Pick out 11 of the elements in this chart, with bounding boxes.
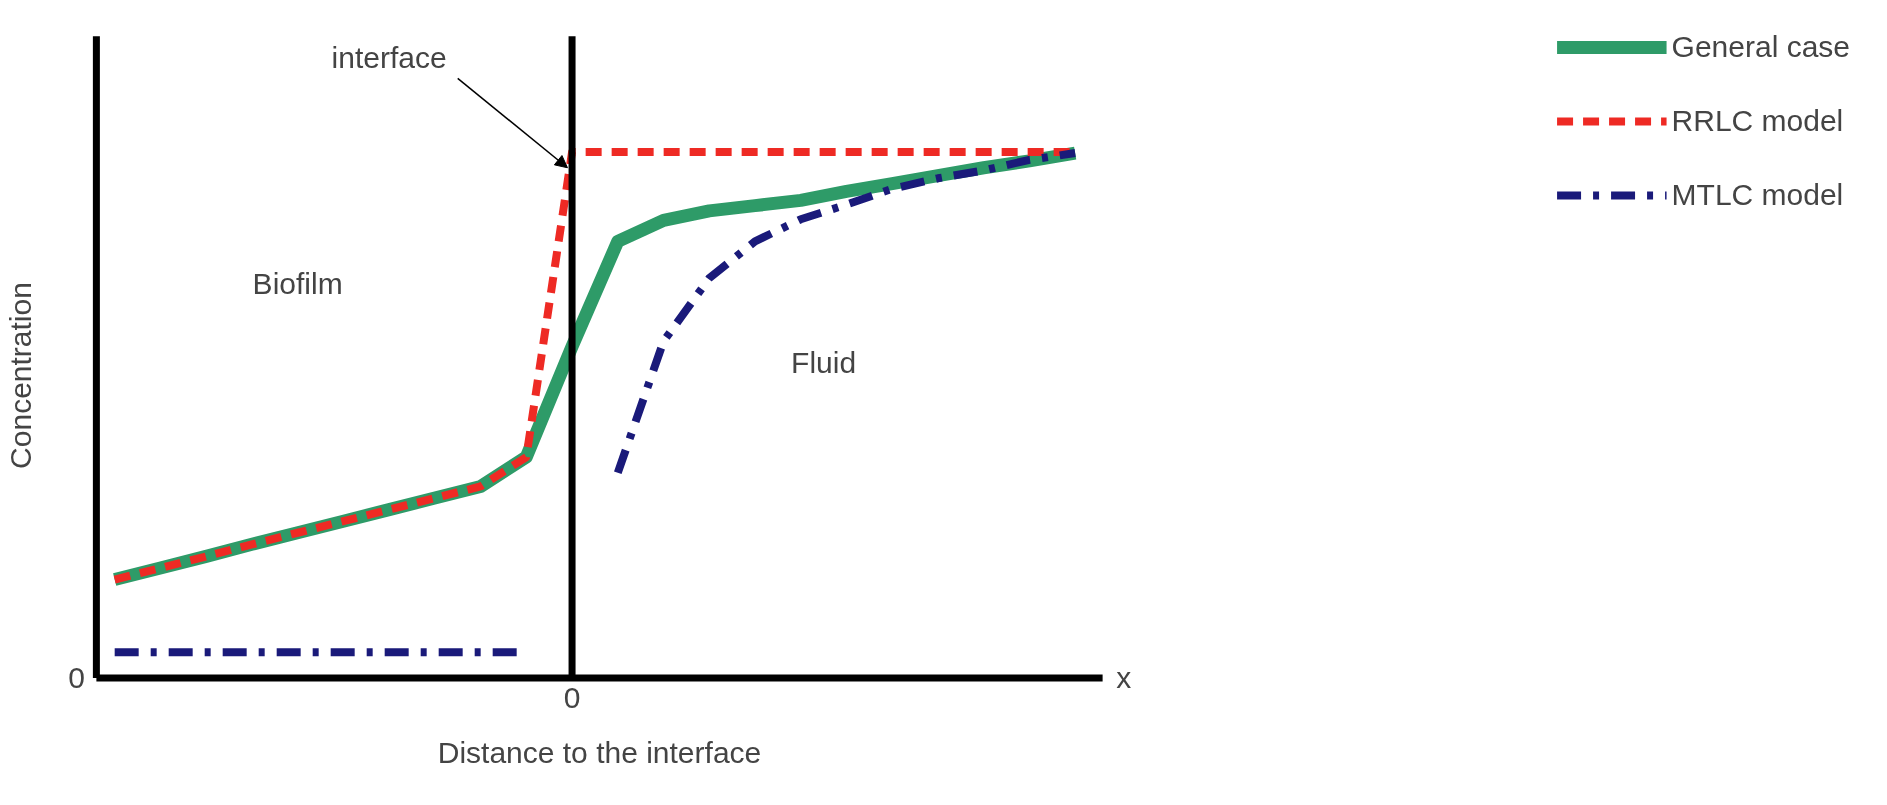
annotation: Fluid bbox=[791, 345, 857, 379]
legend-label: MTLC model bbox=[1671, 178, 1844, 212]
annotation: Biofilm bbox=[252, 266, 343, 300]
text: x bbox=[1116, 661, 1132, 695]
text: interface bbox=[331, 40, 447, 74]
text: 0 bbox=[68, 660, 85, 694]
y-axis-title: Concentration bbox=[3, 282, 37, 469]
legend-label: General case bbox=[1671, 30, 1850, 64]
text: 0 bbox=[563, 681, 581, 715]
legend-label: RRLC model bbox=[1671, 104, 1844, 138]
x-axis-title: Distance to the interface bbox=[437, 735, 762, 769]
